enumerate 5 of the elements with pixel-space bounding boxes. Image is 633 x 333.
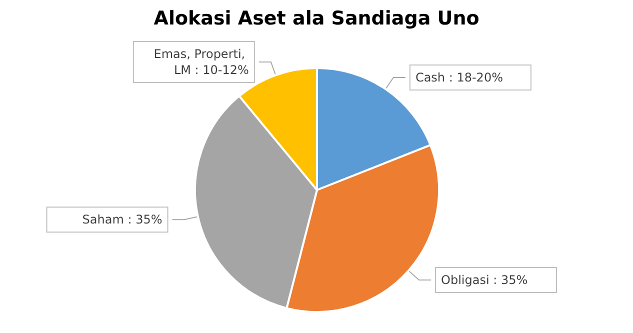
slice-label: Saham : 35%: [82, 212, 162, 227]
slice-label: Cash : 18-20%: [415, 70, 503, 85]
chart-title: Alokasi Aset ala Sandiaga Uno: [154, 8, 480, 30]
slice-label: Emas, Properti, LM : 10-12%: [154, 47, 249, 78]
slice-label: Obligasi : 35%: [441, 272, 528, 287]
